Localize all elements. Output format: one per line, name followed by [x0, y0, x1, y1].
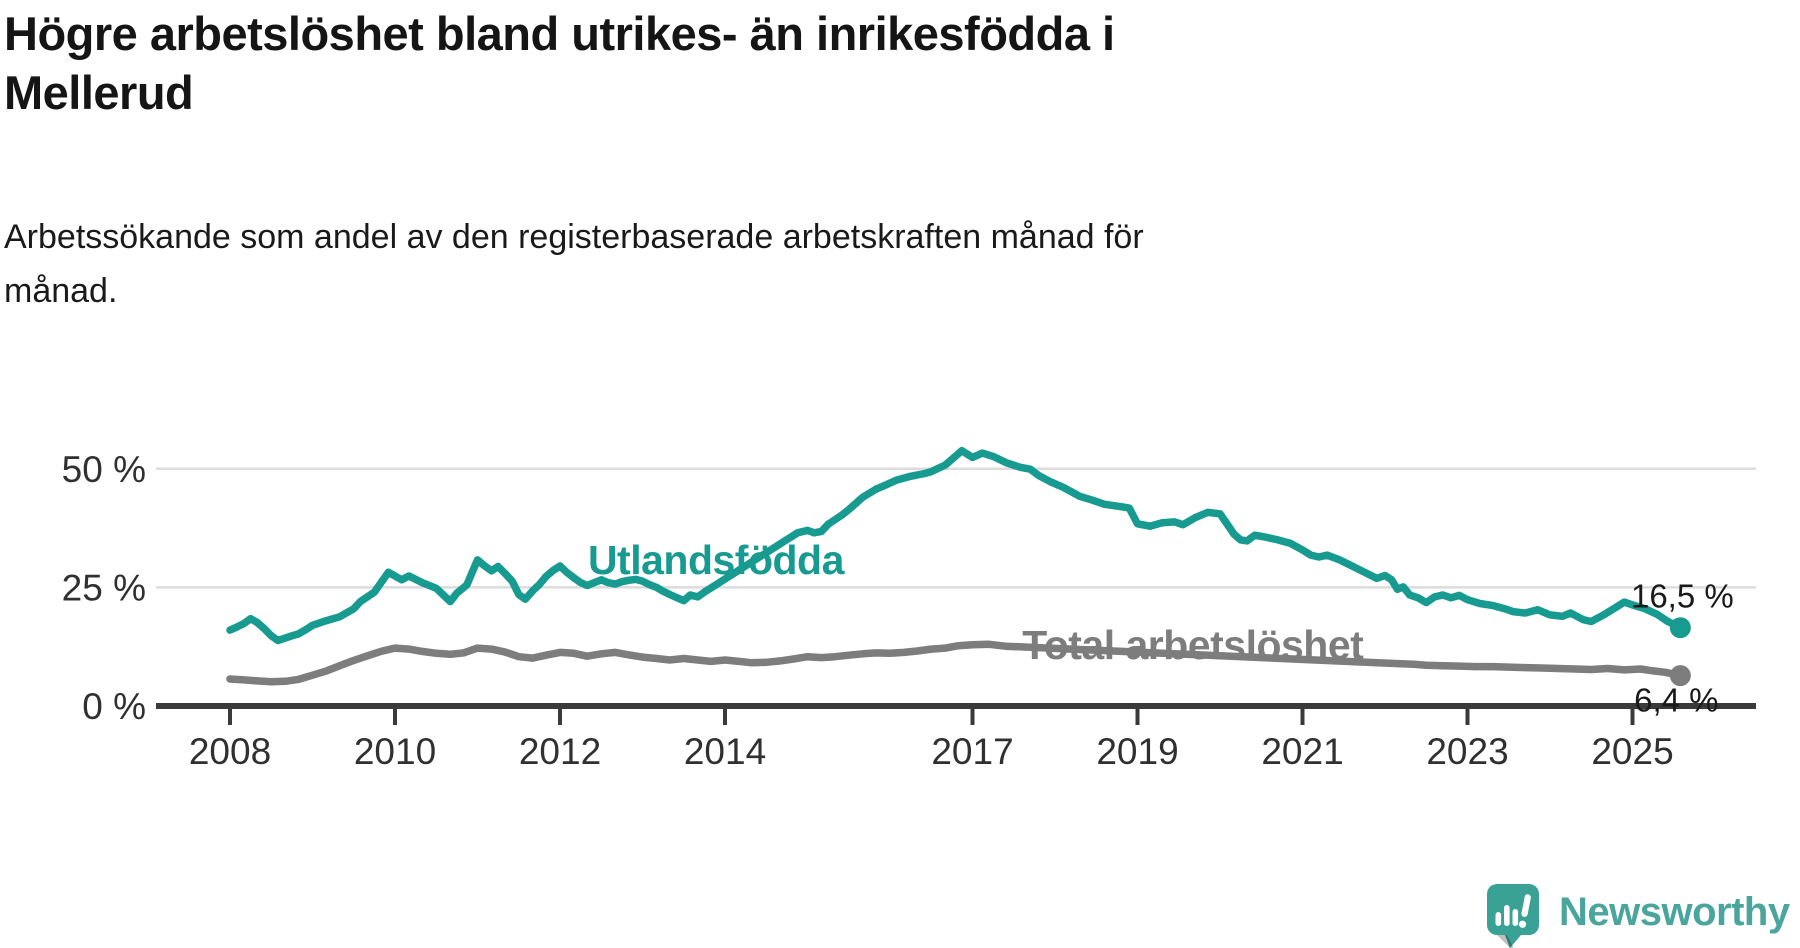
x-tick-label-2019: 2019	[1096, 731, 1178, 772]
y-tick-label-50: 50 %	[62, 449, 146, 490]
x-tick-label-2021: 2021	[1261, 731, 1343, 772]
end-dot-utlandsfodda	[1669, 617, 1691, 639]
logo-bubble-shadow	[1497, 935, 1514, 948]
chart-title: Högre arbetslöshet bland utrikes- än inr…	[4, 7, 1115, 120]
series-label-utlandsfodda: Utlandsfödda	[588, 537, 846, 583]
end-value-label-total-arbetsloshet: 6,4 %	[1634, 682, 1718, 719]
x-tick-label-2012: 2012	[519, 731, 601, 772]
x-tick-label-2017: 2017	[931, 731, 1013, 772]
logo-exclamation	[1518, 894, 1531, 928]
x-tick-label-2008: 2008	[189, 731, 271, 772]
series-label-total-arbetsloshet: Total arbetslöshet	[1022, 622, 1364, 668]
x-tick-label-2023: 2023	[1426, 731, 1508, 772]
brand-name: Newsworthy	[1559, 890, 1790, 934]
end-dot-total-arbetsloshet	[1669, 665, 1691, 687]
chart-subtitle: Arbetssökande som andel av den registerb…	[4, 218, 1144, 311]
series-line-total-arbetsloshet-0	[226, 640, 1685, 686]
series-line-utlandsfodda-0	[226, 446, 1685, 645]
logo-bar-1	[1495, 912, 1502, 926]
brand-footer: Newsworthy	[1487, 884, 1800, 948]
x-tick-label-2014: 2014	[684, 731, 766, 772]
x-tick-label-2025: 2025	[1591, 731, 1673, 772]
logo-bar-2	[1504, 905, 1510, 926]
end-value-label-utlandsfodda: 16,5 %	[1631, 578, 1734, 615]
x-tick-label-2010: 2010	[354, 731, 436, 772]
logo-bar-3	[1512, 909, 1519, 926]
y-tick-label-0: 0 %	[82, 686, 146, 727]
newsworthy-logo-icon	[1487, 884, 1539, 948]
y-tick-label-25: 25 %	[62, 567, 146, 608]
